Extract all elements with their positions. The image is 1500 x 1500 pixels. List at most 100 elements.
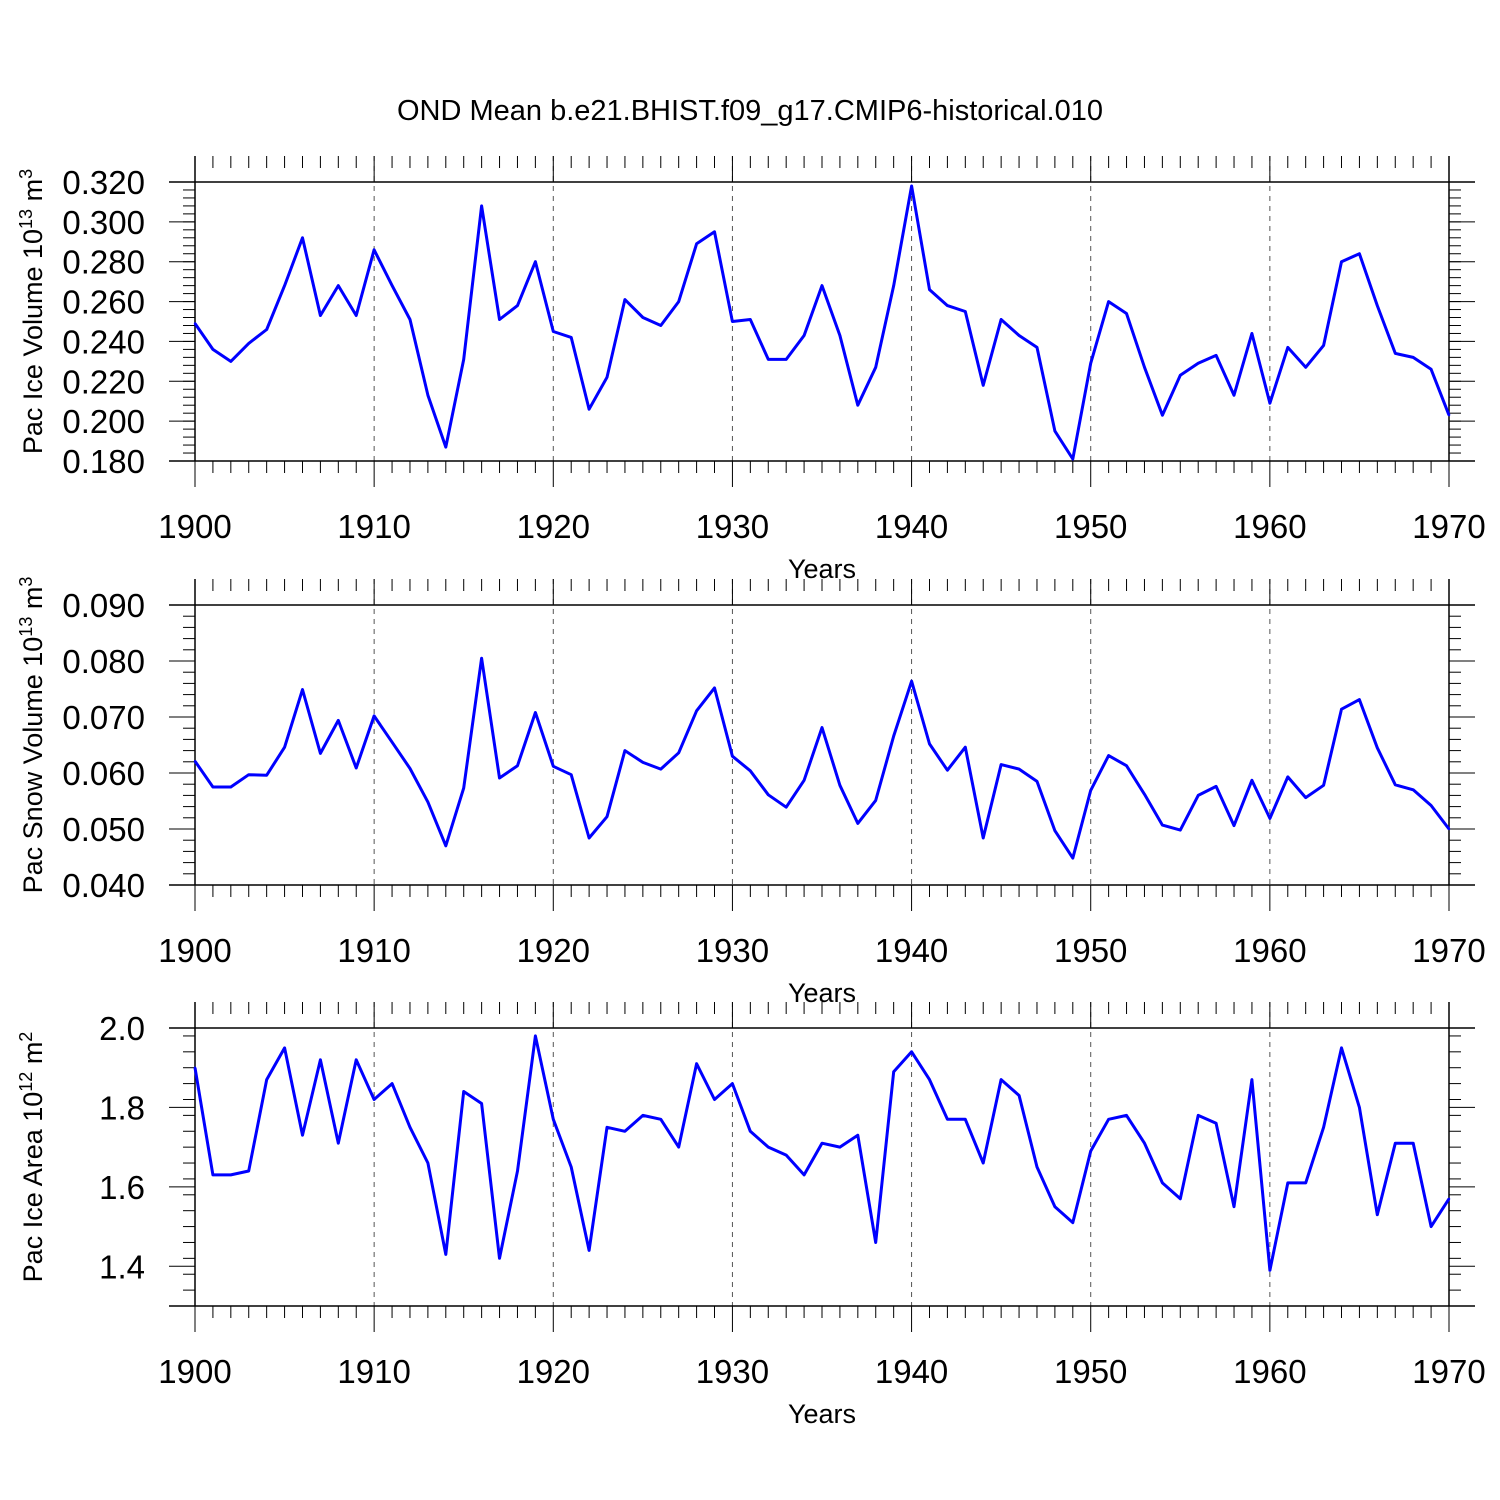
data-point (534, 1035, 536, 1037)
data-point (1054, 829, 1056, 831)
data-point (1197, 1114, 1199, 1116)
data-point (1412, 789, 1414, 791)
series-line (195, 1036, 1449, 1270)
data-point (1107, 754, 1109, 756)
data-point (1340, 708, 1342, 710)
data-point (1251, 332, 1253, 334)
data-point (857, 822, 859, 824)
data-point (337, 719, 339, 721)
y-axis-label-part: Pac Ice Volume 10 (18, 229, 48, 454)
data-point (642, 1114, 644, 1116)
data-point (516, 765, 518, 767)
data-point (1018, 768, 1020, 770)
data-point (731, 755, 733, 757)
data-point (1430, 1225, 1432, 1227)
data-point (1304, 366, 1306, 368)
data-point (391, 284, 393, 286)
data-point (1322, 784, 1324, 786)
data-point (373, 715, 375, 717)
data-point (803, 1174, 805, 1176)
data-point (928, 1078, 930, 1080)
data-point (409, 1126, 411, 1128)
data-point (892, 735, 894, 737)
data-point (1430, 804, 1432, 806)
data-point (1269, 402, 1271, 404)
x-tick-label: 1960 (1233, 508, 1306, 545)
data-point (1412, 356, 1414, 358)
data-point (839, 334, 841, 336)
data-point (1161, 414, 1163, 416)
y-tick-label: 1.8 (99, 1089, 145, 1126)
data-point (1125, 312, 1127, 314)
data-point (516, 1170, 518, 1172)
data-point (1394, 1142, 1396, 1144)
panels-group: 0.1800.2000.2200.2400.2600.2800.3000.320… (16, 156, 1486, 1429)
data-point (588, 408, 590, 410)
data-point (283, 284, 285, 286)
x-tick-label: 1950 (1054, 1353, 1127, 1390)
data-point (821, 284, 823, 286)
data-point (892, 1070, 894, 1072)
y-axis-label-part: m (18, 1042, 48, 1072)
data-point (1412, 1142, 1414, 1144)
data-point (498, 777, 500, 779)
y-tick-label: 0.220 (62, 363, 145, 400)
data-point (1179, 1198, 1181, 1200)
data-point (1161, 824, 1163, 826)
data-point (570, 1166, 572, 1168)
y-axis-label-part: m (18, 179, 48, 209)
x-tick-label: 1950 (1054, 508, 1127, 545)
y-axis-label-part: Pac Ice Area 10 (18, 1092, 48, 1283)
data-point (749, 770, 751, 772)
data-point (767, 794, 769, 796)
y-axis-label-part: 2 (16, 1032, 36, 1042)
data-point (1090, 1150, 1092, 1152)
data-point (1179, 829, 1181, 831)
data-point (212, 786, 214, 788)
data-point (1394, 352, 1396, 354)
x-tick-label: 1970 (1412, 932, 1485, 969)
y-tick-label: 2.0 (99, 1010, 145, 1047)
y-axis-label: Pac Ice Volume 1013 m3 (16, 169, 48, 454)
data-point (785, 358, 787, 360)
data-point (660, 324, 662, 326)
data-point (301, 237, 303, 239)
data-point (391, 1082, 393, 1084)
x-tick-label: 1900 (158, 1353, 231, 1390)
data-point (1358, 698, 1360, 700)
chart-panel-2: 0.040 0.050 0.060 0.070 0.080 0.090 1900 1910 19… (16, 577, 1486, 1008)
x-tick-label: 1920 (517, 1353, 590, 1390)
data-point (749, 1130, 751, 1132)
data-point (1125, 765, 1127, 767)
y-tick-label: 0.200 (62, 403, 145, 440)
data-point (1054, 430, 1056, 432)
data-point (552, 330, 554, 332)
y-tick-label: 1.4 (99, 1248, 145, 1285)
series-line (195, 658, 1449, 858)
y-tick-label: 0.180 (62, 443, 145, 480)
data-point (839, 1146, 841, 1148)
data-point (498, 1257, 500, 1259)
data-point (463, 787, 465, 789)
data-point (1107, 300, 1109, 302)
data-point (1358, 1106, 1360, 1108)
data-point (839, 784, 841, 786)
data-point (642, 316, 644, 318)
y-tick-label: 0.300 (62, 204, 145, 241)
data-point (1448, 414, 1450, 416)
data-point (1269, 1269, 1271, 1271)
data-point (785, 806, 787, 808)
data-point (1215, 354, 1217, 356)
data-point (1054, 1206, 1056, 1208)
data-point (946, 769, 948, 771)
y-tick-label: 0.080 (62, 643, 145, 680)
data-point (821, 726, 823, 728)
data-point (606, 815, 608, 817)
data-point (660, 768, 662, 770)
data-point (1072, 857, 1074, 859)
data-point (910, 680, 912, 682)
data-point (1036, 780, 1038, 782)
data-point (427, 1162, 429, 1164)
data-point (1143, 1142, 1145, 1144)
y-tick-label: 0.050 (62, 811, 145, 848)
